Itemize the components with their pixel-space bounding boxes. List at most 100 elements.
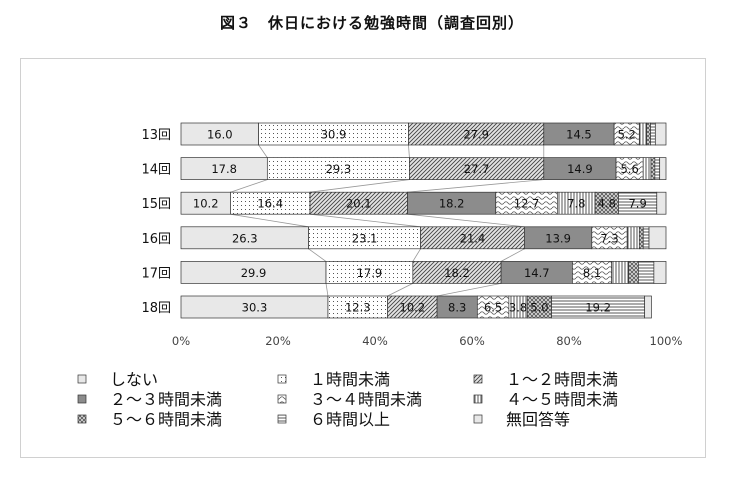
legend-label: ６時間以上	[310, 410, 390, 429]
data-label: 19.2	[585, 301, 611, 315]
data-label: 7.9	[628, 197, 646, 211]
bar-segment	[642, 226, 650, 250]
data-label: 20.1	[346, 197, 372, 211]
data-label: 17.9	[357, 266, 383, 280]
bar-segment	[654, 157, 661, 180]
series-connector	[407, 213, 525, 228]
x-tick-label: 0%	[172, 334, 190, 348]
legend-swatch	[77, 414, 87, 424]
bar-segment	[628, 261, 639, 284]
series-connector	[387, 283, 414, 297]
bar-segment	[653, 261, 667, 284]
data-label: 10.2	[400, 301, 426, 315]
bar-segment	[656, 191, 667, 215]
data-label: 30.3	[242, 301, 268, 315]
data-label: 6.5	[484, 301, 502, 315]
bar-segment	[644, 295, 652, 319]
data-label: 5.0	[530, 301, 548, 315]
data-label: 27.9	[463, 128, 489, 142]
data-label: 30.9	[321, 128, 347, 142]
data-label: 4.8	[598, 197, 616, 211]
legend-label: ４～５時間未満	[506, 390, 618, 409]
legend-label: １～２時間未満	[506, 370, 618, 389]
data-label: 7.3	[600, 231, 618, 245]
bar-segment	[626, 226, 640, 250]
x-tick-label: 100%	[650, 334, 683, 348]
data-label: 3.8	[509, 301, 527, 315]
legend-swatch	[473, 374, 483, 384]
data-label: 18.2	[439, 197, 465, 211]
x-tick-label: 80%	[556, 334, 582, 348]
data-label: 23.1	[352, 231, 378, 245]
category-label: 13回	[141, 128, 171, 143]
bar-segment	[642, 157, 652, 180]
legend-label: 無回答等	[506, 410, 570, 429]
legend-swatch	[473, 394, 483, 404]
data-label: 10.2	[193, 197, 219, 211]
category-label: 18回	[141, 301, 171, 316]
bar-segment	[611, 261, 630, 284]
legend-swatch	[473, 414, 483, 424]
data-label: 16.4	[257, 197, 283, 211]
category-label: 17回	[141, 266, 171, 281]
data-label: 14.7	[524, 266, 550, 280]
bar-segment	[648, 226, 667, 250]
series-connector	[408, 144, 410, 158]
data-label: 12.3	[345, 301, 371, 315]
data-label: 7.8	[567, 197, 585, 211]
data-label: 29.3	[326, 162, 352, 176]
legend-swatch	[277, 374, 287, 384]
bar-segment	[654, 122, 667, 146]
legend-swatch	[277, 394, 287, 404]
series-connector	[309, 213, 421, 228]
series-connector	[412, 248, 421, 262]
legend-label: １時間未満	[310, 370, 390, 389]
x-tick-label: 40%	[362, 334, 388, 348]
series-connector	[500, 248, 525, 262]
legend-label: ２～３時間未満	[110, 390, 222, 409]
data-label: 21.4	[460, 231, 486, 245]
series-connector	[309, 179, 410, 193]
legend-swatch	[77, 374, 87, 384]
data-label: 13.9	[545, 231, 571, 245]
data-label: 14.9	[567, 162, 593, 176]
data-label: 8.1	[583, 266, 601, 280]
bar-segment	[650, 122, 656, 146]
series-connector	[325, 283, 329, 297]
series-connector	[230, 179, 268, 193]
data-label: 27.7	[464, 162, 490, 176]
bar-segment	[638, 261, 655, 284]
figure-title: 図３ 休日における勉強時間（調査回別）	[219, 14, 524, 32]
bar-segment	[659, 157, 667, 180]
category-label: 14回	[141, 163, 171, 178]
bar-segment	[650, 157, 656, 180]
category-label: 15回	[141, 197, 171, 212]
series-connector	[308, 248, 327, 262]
x-tick-label: 20%	[265, 334, 291, 348]
data-label: 14.5	[566, 128, 592, 142]
series-connector	[437, 283, 502, 297]
series-connector	[258, 144, 268, 158]
series-connector	[407, 179, 544, 193]
category-label: 16回	[141, 232, 171, 247]
bar-segment	[646, 122, 651, 146]
data-label: 5.2	[618, 128, 636, 142]
legend-swatch	[77, 394, 87, 404]
x-tick-label: 60%	[459, 334, 485, 348]
series-connector	[230, 213, 309, 228]
legend-label: しない	[110, 370, 158, 389]
bar-segment	[638, 122, 647, 146]
legend-label: ３～４時間未満	[310, 390, 422, 409]
data-label: 8.3	[448, 301, 466, 315]
chart-frame	[20, 58, 706, 458]
legend-label: ５～６時間未満	[110, 410, 222, 429]
data-label: 17.8	[211, 162, 237, 176]
bar-segment	[638, 226, 644, 250]
data-label: 29.9	[241, 266, 267, 280]
data-label: 18.2	[444, 266, 470, 280]
data-label: 12.7	[514, 197, 540, 211]
data-label: 5.6	[620, 162, 638, 176]
legend-swatch	[277, 414, 287, 424]
data-label: 16.0	[207, 128, 233, 142]
